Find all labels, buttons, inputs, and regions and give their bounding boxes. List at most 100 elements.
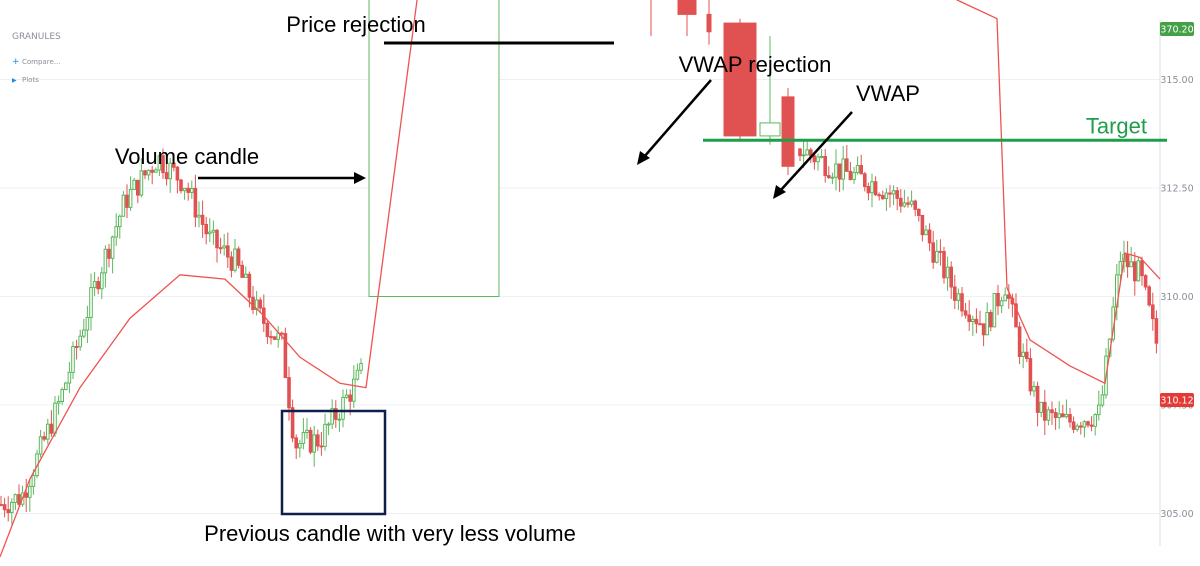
bearish-candle[interactable] xyxy=(136,179,140,196)
bullish-candle[interactable] xyxy=(891,190,896,195)
bearish-candle[interactable] xyxy=(74,345,79,348)
bullish-candle[interactable] xyxy=(301,432,306,444)
bearish-candle[interactable] xyxy=(859,164,864,175)
bearish-candle[interactable] xyxy=(1089,424,1094,427)
bearish-candle[interactable] xyxy=(781,96,795,167)
bearish-candle[interactable] xyxy=(143,170,147,176)
bearish-candle[interactable] xyxy=(1028,358,1033,392)
bullish-candle[interactable] xyxy=(1039,401,1044,413)
bullish-candle[interactable] xyxy=(355,369,360,380)
bearish-candle[interactable] xyxy=(1140,260,1144,277)
compare-button[interactable]: + Compare... xyxy=(12,57,60,67)
bullish-candle[interactable] xyxy=(1100,394,1105,406)
bullish-candle[interactable] xyxy=(64,382,68,391)
bullish-candle[interactable] xyxy=(128,188,133,208)
bearish-candle[interactable] xyxy=(1050,409,1054,414)
bullish-candle[interactable] xyxy=(139,170,144,196)
bearish-candle[interactable] xyxy=(953,286,957,301)
bullish-candle[interactable] xyxy=(1003,294,1008,302)
bearish-candle[interactable] xyxy=(287,377,291,409)
bullish-candle[interactable] xyxy=(89,287,93,318)
bearish-candle[interactable] xyxy=(348,394,352,402)
bearish-candle[interactable] xyxy=(823,155,828,177)
bearish-candle[interactable] xyxy=(906,202,910,205)
bullish-candle[interactable] xyxy=(985,312,990,336)
bearish-candle[interactable] xyxy=(1025,351,1029,360)
bearish-candle[interactable] xyxy=(931,242,936,263)
bullish-candle[interactable] xyxy=(834,163,838,178)
bearish-candle[interactable] xyxy=(280,332,284,335)
bearish-candle[interactable] xyxy=(6,509,10,514)
bearish-candle[interactable] xyxy=(200,214,205,225)
bullish-candle[interactable] xyxy=(233,248,237,271)
bullish-candle[interactable] xyxy=(344,394,349,398)
bearish-candle[interactable] xyxy=(1154,318,1159,344)
bearish-candle[interactable] xyxy=(1125,253,1130,268)
bullish-candle[interactable] xyxy=(208,231,212,235)
bullish-candle[interactable] xyxy=(1118,261,1123,276)
bearish-candle[interactable] xyxy=(1147,286,1152,306)
bullish-candle[interactable] xyxy=(114,226,119,238)
bearish-candle[interactable] xyxy=(963,310,968,316)
bullish-candle[interactable] xyxy=(999,300,1004,307)
bearish-candle[interactable] xyxy=(172,162,176,168)
bearish-candle[interactable] xyxy=(1053,412,1058,418)
bullish-candle[interactable] xyxy=(71,345,75,373)
bearish-candle[interactable] xyxy=(283,333,288,379)
bearish-candle[interactable] xyxy=(974,318,979,325)
bullish-candle[interactable] xyxy=(352,378,356,402)
bearish-candle[interactable] xyxy=(42,436,47,440)
bearish-candle[interactable] xyxy=(723,22,757,137)
bearish-candle[interactable] xyxy=(164,172,169,180)
bearish-candle[interactable] xyxy=(873,181,878,196)
bearish-candle[interactable] xyxy=(251,296,255,310)
bullish-candle[interactable] xyxy=(1075,425,1080,430)
bearish-candle[interactable] xyxy=(0,503,3,506)
bearish-candle[interactable] xyxy=(1014,303,1018,328)
bearish-candle[interactable] xyxy=(125,194,129,208)
bullish-candle[interactable] xyxy=(103,248,108,274)
bearish-candle[interactable] xyxy=(837,163,842,180)
bullish-candle[interactable] xyxy=(1046,409,1051,421)
bullish-candle[interactable] xyxy=(132,179,136,190)
bullish-candle[interactable] xyxy=(337,418,342,421)
bullish-candle[interactable] xyxy=(359,363,363,371)
bullish-candle[interactable] xyxy=(10,501,14,514)
bearish-candle[interactable] xyxy=(866,185,871,194)
bullish-candle[interactable] xyxy=(82,329,86,337)
bearish-candle[interactable] xyxy=(150,169,154,173)
bullish-candle[interactable] xyxy=(211,229,216,233)
bullish-candle[interactable] xyxy=(31,475,36,487)
bullish-candle[interactable] xyxy=(902,202,907,207)
bearish-candle[interactable] xyxy=(175,166,180,181)
bullish-candle[interactable] xyxy=(100,272,104,290)
bullish-candle[interactable] xyxy=(326,423,331,426)
bullish-candle[interactable] xyxy=(46,423,50,440)
bearish-candle[interactable] xyxy=(913,200,918,210)
bullish-candle[interactable] xyxy=(197,214,201,218)
bearish-candle[interactable] xyxy=(827,175,831,178)
bullish-candle[interactable] xyxy=(341,396,345,420)
bullish-candle[interactable] xyxy=(805,149,810,156)
bullish-candle[interactable] xyxy=(830,176,835,179)
bullish-candle[interactable] xyxy=(244,273,248,278)
bearish-candle[interactable] xyxy=(334,408,338,420)
bullish-candle[interactable] xyxy=(53,402,57,434)
bullish-candle[interactable] xyxy=(1082,421,1087,428)
bearish-candle[interactable] xyxy=(265,322,270,338)
bearish-candle[interactable] xyxy=(899,197,903,207)
bearish-candle[interactable] xyxy=(204,223,208,235)
bearish-candle[interactable] xyxy=(1143,275,1148,288)
bearish-candle[interactable] xyxy=(949,266,954,288)
bullish-candle[interactable] xyxy=(298,442,302,449)
bearish-candle[interactable] xyxy=(863,173,867,187)
bearish-candle[interactable] xyxy=(17,494,21,505)
bearish-candle[interactable] xyxy=(1133,261,1137,282)
bullish-candle[interactable] xyxy=(168,162,172,180)
plots-button[interactable]: ▶ Plots xyxy=(12,76,39,84)
bullish-candle[interactable] xyxy=(759,122,781,137)
bearish-candle[interactable] xyxy=(319,445,324,448)
bearish-candle[interactable] xyxy=(240,264,244,278)
bearish-candle[interactable] xyxy=(258,299,262,309)
